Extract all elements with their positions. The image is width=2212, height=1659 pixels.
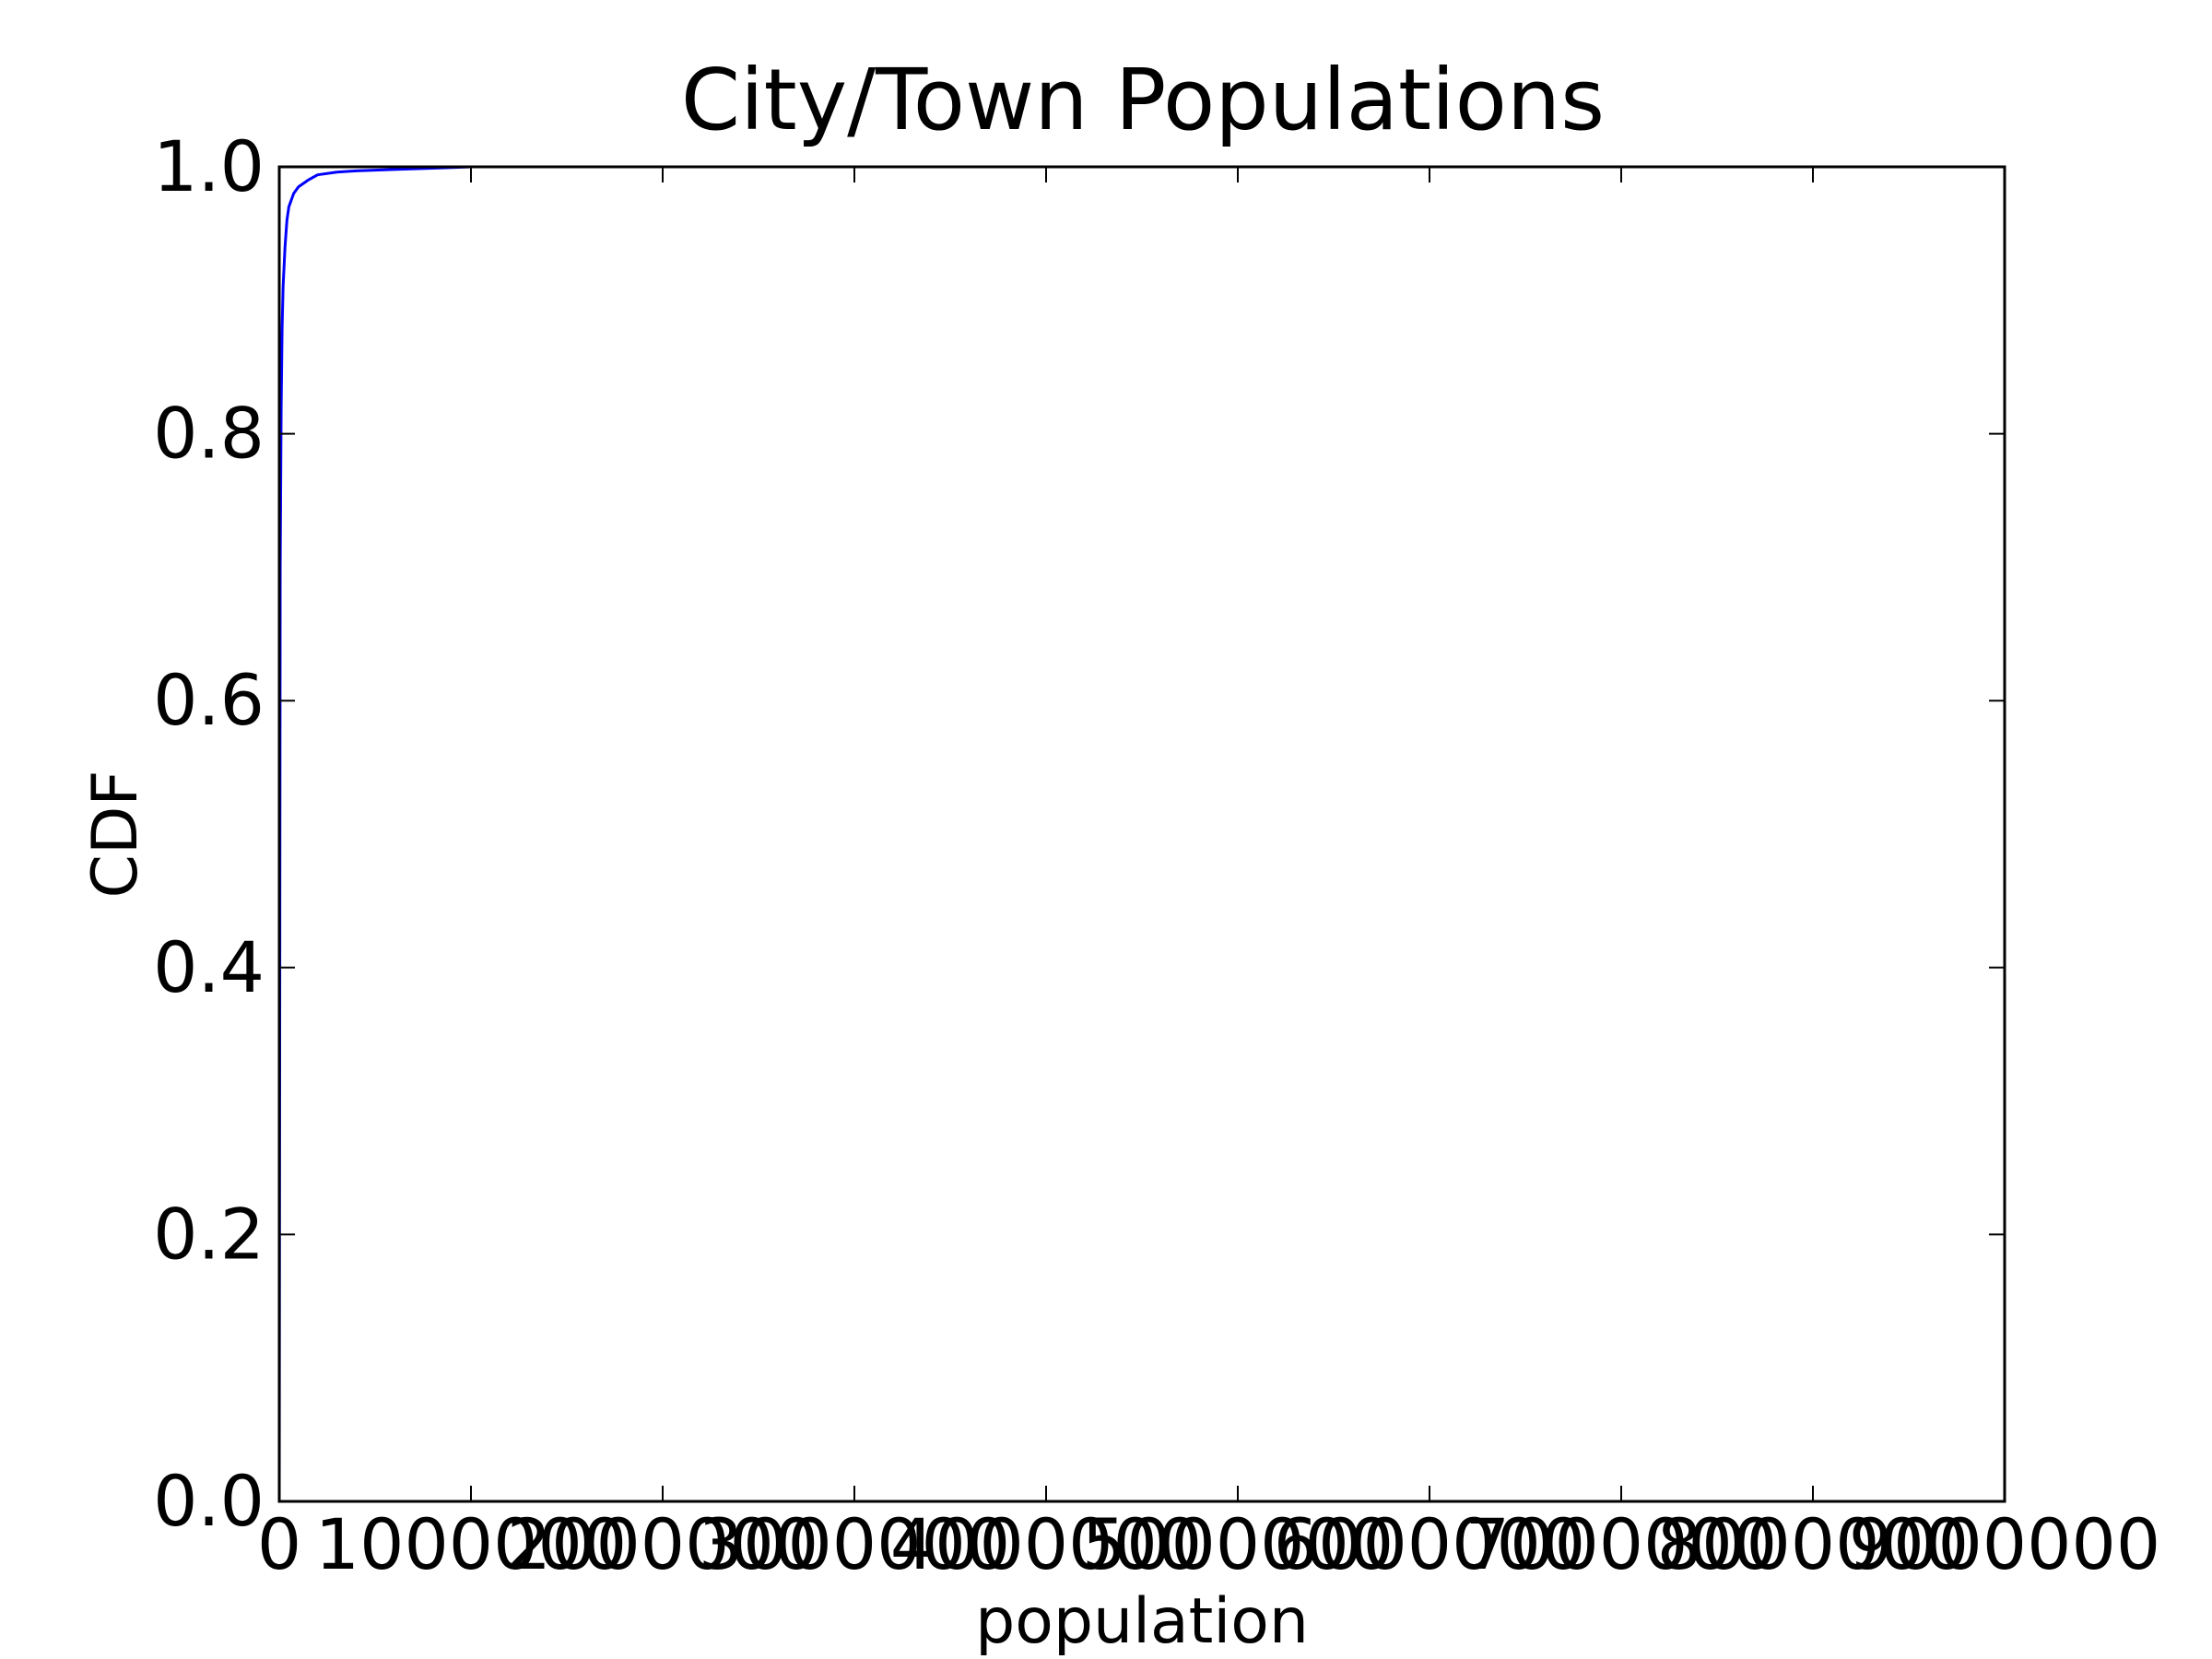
x-tick-label: 8000000 [1657, 1503, 1969, 1585]
chart-title: City/Town Populations [681, 51, 1605, 149]
y-axis-label: CDF [79, 771, 152, 899]
y-tick-label: 1.0 [153, 125, 265, 207]
x-tick-label: 3000000 [699, 1503, 1010, 1585]
x-tick-label: 6000000 [1274, 1503, 1585, 1585]
x-axis-label: population [975, 1585, 1309, 1658]
y-tick-label: 0.8 [153, 393, 265, 475]
x-tick-label: 1000000 [315, 1503, 627, 1585]
x-tick-label: 2000000 [507, 1503, 818, 1585]
x-tick-label: 5000000 [1082, 1503, 1394, 1585]
x-tick-label: 4000000 [890, 1503, 1202, 1585]
cdf-series-line [277, 165, 2005, 1502]
y-tick-label: 0.2 [153, 1193, 265, 1275]
y-tick-label: 0.6 [153, 659, 265, 741]
x-tick-label: 9000000 [1849, 1503, 2160, 1585]
y-tick-label: 0.4 [153, 926, 265, 1008]
x-tick-label: 0 [257, 1503, 301, 1585]
x-tick-label: 7000000 [1465, 1503, 1777, 1585]
plot-frame [277, 165, 2006, 1503]
y-tick-label: 0.0 [153, 1460, 265, 1542]
